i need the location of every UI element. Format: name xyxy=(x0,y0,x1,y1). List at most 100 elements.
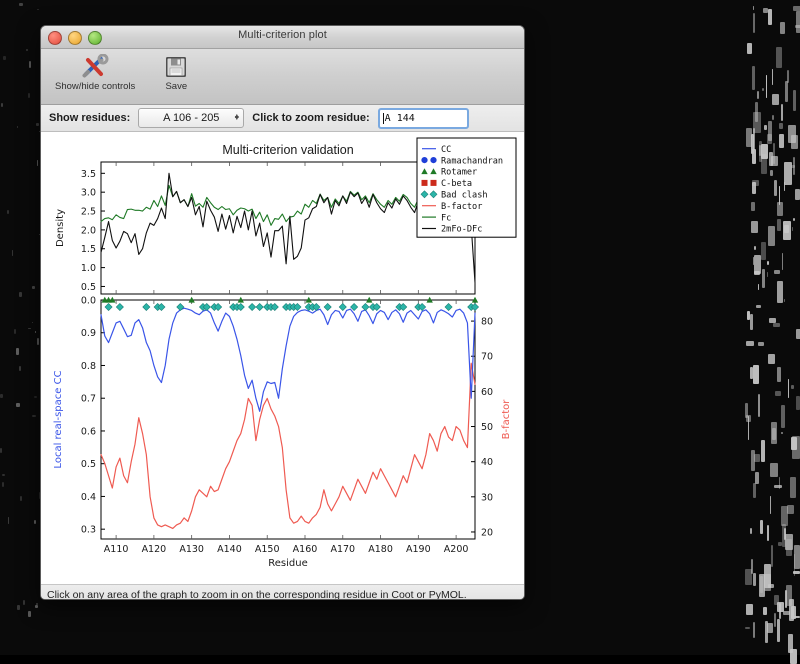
desktop-speck xyxy=(35,605,38,608)
desktop-speck xyxy=(760,520,764,534)
desktop-speck xyxy=(753,483,756,498)
desktop-speck xyxy=(774,485,782,488)
desktop-speck xyxy=(791,437,797,450)
desktop-speck xyxy=(0,448,2,454)
window-titlebar[interactable]: Multi-criterion plot xyxy=(41,26,524,49)
desktop-speck xyxy=(790,477,795,498)
desktop-speck xyxy=(758,394,760,417)
cc-y-tick-label: 0.4 xyxy=(81,492,96,503)
residue-x-tick-label: A130 xyxy=(179,544,204,555)
residue-range-select[interactable]: A 106 - 205 ▲ ▼ xyxy=(138,108,244,128)
controls-bar: Show residues: A 106 - 205 ▲ ▼ Click to … xyxy=(41,105,524,132)
legend-label: 2mFo-DFc xyxy=(441,225,482,235)
residue-x-tick-label: A180 xyxy=(368,544,393,555)
desktop-speck xyxy=(756,305,761,308)
desktop-speck xyxy=(796,329,800,338)
zoom-residue-value: A 144 xyxy=(385,113,415,124)
desktop-speck xyxy=(752,182,756,195)
desktop-speck xyxy=(788,125,796,143)
desktop-speck xyxy=(791,165,795,168)
bfactor-y-tick-label: 20 xyxy=(481,527,493,538)
desktop-speck xyxy=(751,221,758,233)
desktop-speck xyxy=(35,331,36,332)
desktop-speck xyxy=(764,125,767,130)
desktop-speck xyxy=(777,619,780,642)
multi-criterion-plot[interactable]: Multi-criterion validation 0.51.01.52.02… xyxy=(41,132,522,584)
desktop-speck xyxy=(32,322,33,323)
desktop-speck xyxy=(755,472,759,484)
desktop-speck xyxy=(785,81,789,102)
desktop-speck xyxy=(26,49,28,51)
desktop-speck xyxy=(767,261,769,265)
density-axis-label: Density xyxy=(55,209,66,247)
desktop-speck xyxy=(767,134,772,143)
desktop-speck xyxy=(794,616,800,618)
desktop-speck xyxy=(758,284,759,290)
desktop-speck xyxy=(17,126,19,127)
desktop-speck xyxy=(793,6,800,11)
text-caret xyxy=(383,113,384,124)
legend-label: B-factor xyxy=(441,202,482,212)
desktop-speck xyxy=(768,354,775,364)
desktop-speck xyxy=(772,94,779,105)
desktop-speck xyxy=(36,123,39,125)
cc-y-tick-label: 0.0 xyxy=(81,296,96,307)
bfactor-y-tick-label: 50 xyxy=(481,422,493,433)
desktop-speck xyxy=(788,634,793,653)
desktop-speck xyxy=(787,70,789,83)
desktop-speck xyxy=(780,22,785,35)
legend-label: CC xyxy=(441,145,451,155)
desktop-speck xyxy=(757,91,759,100)
desktop-speck xyxy=(761,440,765,462)
desktop-speck xyxy=(789,599,794,621)
residue-x-tick-label: A120 xyxy=(142,544,167,555)
desktop-speck xyxy=(772,115,774,120)
desktop-speck xyxy=(32,415,36,417)
desktop-speck xyxy=(796,396,800,411)
desktop-speck xyxy=(14,329,16,333)
desktop-speck xyxy=(19,3,23,5)
cc-y-tick-label: 0.6 xyxy=(81,426,96,437)
desktop-speck xyxy=(28,328,31,329)
desktop-speck xyxy=(759,145,760,156)
residue-axis-label: Residue xyxy=(268,558,307,569)
window-title: Multi-criterion plot xyxy=(41,29,524,41)
cc-axis-label: Local real-space CC xyxy=(53,370,64,468)
application-window: Multi-criterion plot Show/hide controls xyxy=(40,25,525,600)
legend-label: Rotamer xyxy=(441,168,477,178)
desktop-speck xyxy=(784,299,786,301)
desktop-speck xyxy=(745,569,752,585)
desktop-speck xyxy=(796,11,800,34)
zoom-residue-input[interactable]: A 144 xyxy=(378,108,469,129)
cc-y-tick-label: 0.3 xyxy=(81,525,96,536)
residue-x-tick-label: A110 xyxy=(104,544,129,555)
desktop-speck xyxy=(770,170,774,177)
status-bar: Click on any area of the graph to zoom i… xyxy=(41,585,524,600)
desktop-speck xyxy=(793,90,796,111)
desktop-speck xyxy=(753,573,757,586)
desktop-speck xyxy=(779,123,783,130)
show-hide-controls-button[interactable]: Show/hide controls xyxy=(51,52,139,93)
desktop-speck xyxy=(17,605,20,610)
desktop-speck xyxy=(751,134,753,155)
cc-y-tick-label: 0.7 xyxy=(81,394,96,405)
legend-label: C-beta xyxy=(441,179,472,189)
desktop-speck xyxy=(754,246,756,250)
desktop-speck xyxy=(774,613,776,627)
show-hide-controls-label: Show/hide controls xyxy=(55,81,135,92)
residue-range-value: A 106 - 205 xyxy=(163,112,219,124)
density-y-tick-label: 2.0 xyxy=(81,225,96,236)
save-button[interactable]: Save xyxy=(149,52,203,93)
stepper-arrows-icon[interactable]: ▲ ▼ xyxy=(233,110,240,126)
desktop-speck xyxy=(787,505,795,514)
desktop-speck xyxy=(2,474,6,476)
bfactor-y-tick-label: 80 xyxy=(481,317,493,328)
desktop-speck xyxy=(774,270,779,274)
desktop-speck xyxy=(791,385,794,390)
legend-square-swatch xyxy=(431,180,437,186)
desktop-speck xyxy=(746,604,752,616)
density-y-tick-label: 1.0 xyxy=(81,263,96,274)
residue-x-tick-label: A170 xyxy=(330,544,355,555)
desktop-speck xyxy=(750,528,752,534)
